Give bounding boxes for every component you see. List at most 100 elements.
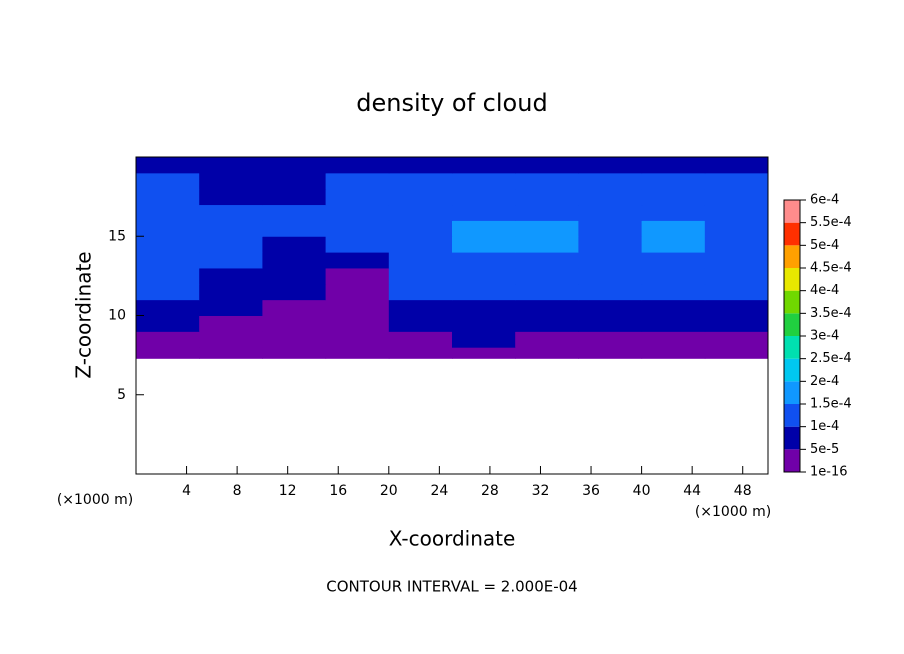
contour-cell: [452, 347, 516, 359]
x-tick-label: 44: [683, 483, 701, 499]
colorbar-label: 1e-16: [810, 465, 848, 480]
y-tick-label: 15: [108, 228, 126, 244]
colorbar-label: 2e-4: [810, 374, 839, 389]
contour-cell: [262, 220, 327, 237]
contour-cell: [199, 299, 263, 316]
contour-cell: [515, 252, 579, 269]
contour-cell: [641, 315, 706, 332]
contour-cell: [136, 299, 200, 316]
contour-cell: [388, 157, 453, 174]
contour-cell: [452, 204, 516, 221]
x-tick-label: 36: [582, 483, 600, 499]
contour-cell: [452, 188, 516, 206]
contour-cell: [515, 236, 579, 253]
contour-cell: [262, 331, 327, 348]
contour-cell: [641, 236, 706, 253]
colorbar-band: [784, 426, 800, 450]
contour-cell: [199, 347, 263, 359]
colorbar-band: [784, 381, 800, 404]
chart-title: density of cloud: [356, 89, 547, 117]
contour-cell: [136, 220, 200, 237]
contour-cell: [515, 283, 579, 301]
contour-cell: [452, 315, 516, 332]
contour-cell: [199, 220, 263, 237]
colorbar-label: 6e-4: [810, 193, 839, 208]
contour-cell: [388, 347, 453, 359]
colorbar-band: [784, 449, 800, 472]
colorbar-label: 5e-5: [810, 442, 839, 457]
contour-cell: [136, 283, 200, 301]
contour-cell: [199, 252, 263, 269]
contour-cell: [199, 236, 263, 253]
contour-cell: [578, 188, 643, 206]
contour-cell: [578, 204, 643, 221]
contour-cell: [704, 220, 769, 237]
contour-cell: [388, 204, 453, 221]
x-tick-label: 24: [430, 483, 448, 499]
colorbar-band: [784, 200, 800, 223]
contour-cell: [199, 315, 263, 332]
contour-cell: [388, 283, 453, 301]
contour-cell: [325, 236, 390, 253]
contour-cell: [578, 172, 643, 190]
contour-cell: [325, 157, 390, 174]
x-tick-label: 20: [380, 483, 398, 499]
colorbar-label: 5.5e-4: [810, 215, 852, 230]
contour-cell: [325, 299, 390, 316]
contour-cell: [262, 172, 327, 190]
contour-cell: [452, 252, 516, 269]
contour-cell: [452, 172, 516, 190]
contour-cell: [452, 236, 516, 253]
contour-cell: [325, 267, 390, 285]
contour-cell: [515, 299, 579, 316]
contour-cell: [515, 267, 579, 285]
contour-cell: [136, 172, 200, 190]
contour-cell: [325, 315, 390, 332]
contour-cell: [388, 267, 453, 285]
contour-cell: [641, 331, 706, 348]
contour-cell: [704, 157, 769, 174]
contour-cell: [641, 283, 706, 301]
y-tick-label: 10: [108, 308, 126, 324]
x-tick-label: 4: [182, 483, 191, 499]
contour-cell: [136, 347, 200, 359]
contour-cell: [515, 157, 579, 174]
contour-cell: [262, 236, 327, 253]
colorbar-label: 1e-4: [810, 419, 839, 434]
contour-cell: [325, 283, 390, 301]
contour-cell: [199, 172, 263, 190]
colorbar-label: 3.5e-4: [810, 306, 852, 321]
contour-cell: [704, 172, 769, 190]
colorbar-band: [784, 404, 800, 427]
contour-cell: [136, 157, 200, 174]
contour-cell: [452, 283, 516, 301]
contour-cell: [578, 331, 643, 348]
contour-cell: [262, 315, 327, 332]
contour-cell: [578, 315, 643, 332]
contour-cell: [388, 252, 453, 269]
contour-cell: [262, 157, 327, 174]
contour-cell: [704, 315, 769, 332]
colorbar-label: 1.5e-4: [810, 397, 852, 412]
x-unit-label: (×1000 m): [57, 492, 133, 508]
x-axis-label: X-coordinate: [389, 527, 516, 551]
annotation: CONTOUR INTERVAL = 2.000E-04: [326, 578, 577, 596]
colorbar-band: [784, 290, 800, 314]
contour-cell: [388, 188, 453, 206]
contour-cell: [136, 236, 200, 253]
contour-cell: [641, 267, 706, 285]
contour-cell: [136, 204, 200, 221]
contour-cell: [641, 157, 706, 174]
contour-cell: [578, 283, 643, 301]
contour-cell: [704, 283, 769, 301]
colorbar-band: [784, 336, 800, 359]
x-unit-label: (×1000 m): [695, 504, 771, 520]
x-tick-label: 28: [481, 483, 499, 499]
contour-cell: [388, 172, 453, 190]
contour-cell: [325, 204, 390, 221]
contour-cell: [641, 299, 706, 316]
contour-cell: [199, 157, 263, 174]
contour-cell: [641, 347, 706, 359]
